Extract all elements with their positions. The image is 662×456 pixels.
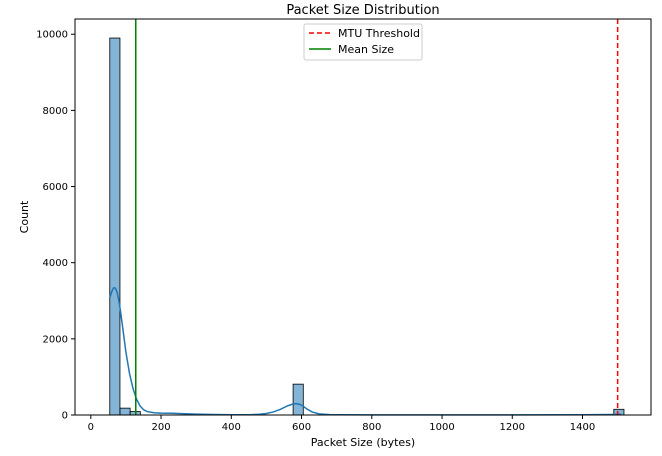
x-tick-label: 200 <box>152 422 171 433</box>
legend: MTU Threshold Mean Size <box>303 23 423 61</box>
chart-title: Packet Size Distribution <box>286 3 439 18</box>
histogram-bar <box>109 37 121 416</box>
histogram-bar <box>119 407 131 416</box>
y-tick-label: 0 <box>62 411 68 422</box>
legend-box <box>303 23 423 61</box>
reference-lines <box>135 19 619 415</box>
legend-label-mean-size: Mean Size <box>338 43 394 56</box>
y-axis-ticks: 0 2000 4000 6000 8000 10000 <box>36 30 75 422</box>
x-tick-label: 600 <box>292 422 311 433</box>
kde-curve <box>109 286 622 416</box>
x-tick-label: 1200 <box>500 422 525 433</box>
y-axis-label: Count <box>18 200 31 233</box>
x-axis-ticks: 0 200 400 600 800 1000 1200 1400 <box>88 415 595 433</box>
legend-label-mtu-threshold: MTU Threshold <box>338 27 420 40</box>
x-tick-label: 0 <box>88 422 94 433</box>
y-tick-label: 8000 <box>43 106 68 117</box>
y-tick-label: 2000 <box>43 334 68 345</box>
kde-curve-group <box>109 286 622 416</box>
histogram-bar <box>292 383 304 416</box>
y-tick-label: 10000 <box>36 30 68 41</box>
x-tick-label: 400 <box>222 422 241 433</box>
plot-frame <box>74 18 652 416</box>
y-tick-label: 6000 <box>43 182 68 193</box>
y-tick-label: 4000 <box>43 258 68 269</box>
x-tick-label: 1000 <box>429 422 454 433</box>
histogram-bars <box>109 37 625 416</box>
x-tick-label: 800 <box>362 422 381 433</box>
x-tick-label: 1400 <box>570 422 595 433</box>
x-axis-label: Packet Size (bytes) <box>311 436 415 449</box>
